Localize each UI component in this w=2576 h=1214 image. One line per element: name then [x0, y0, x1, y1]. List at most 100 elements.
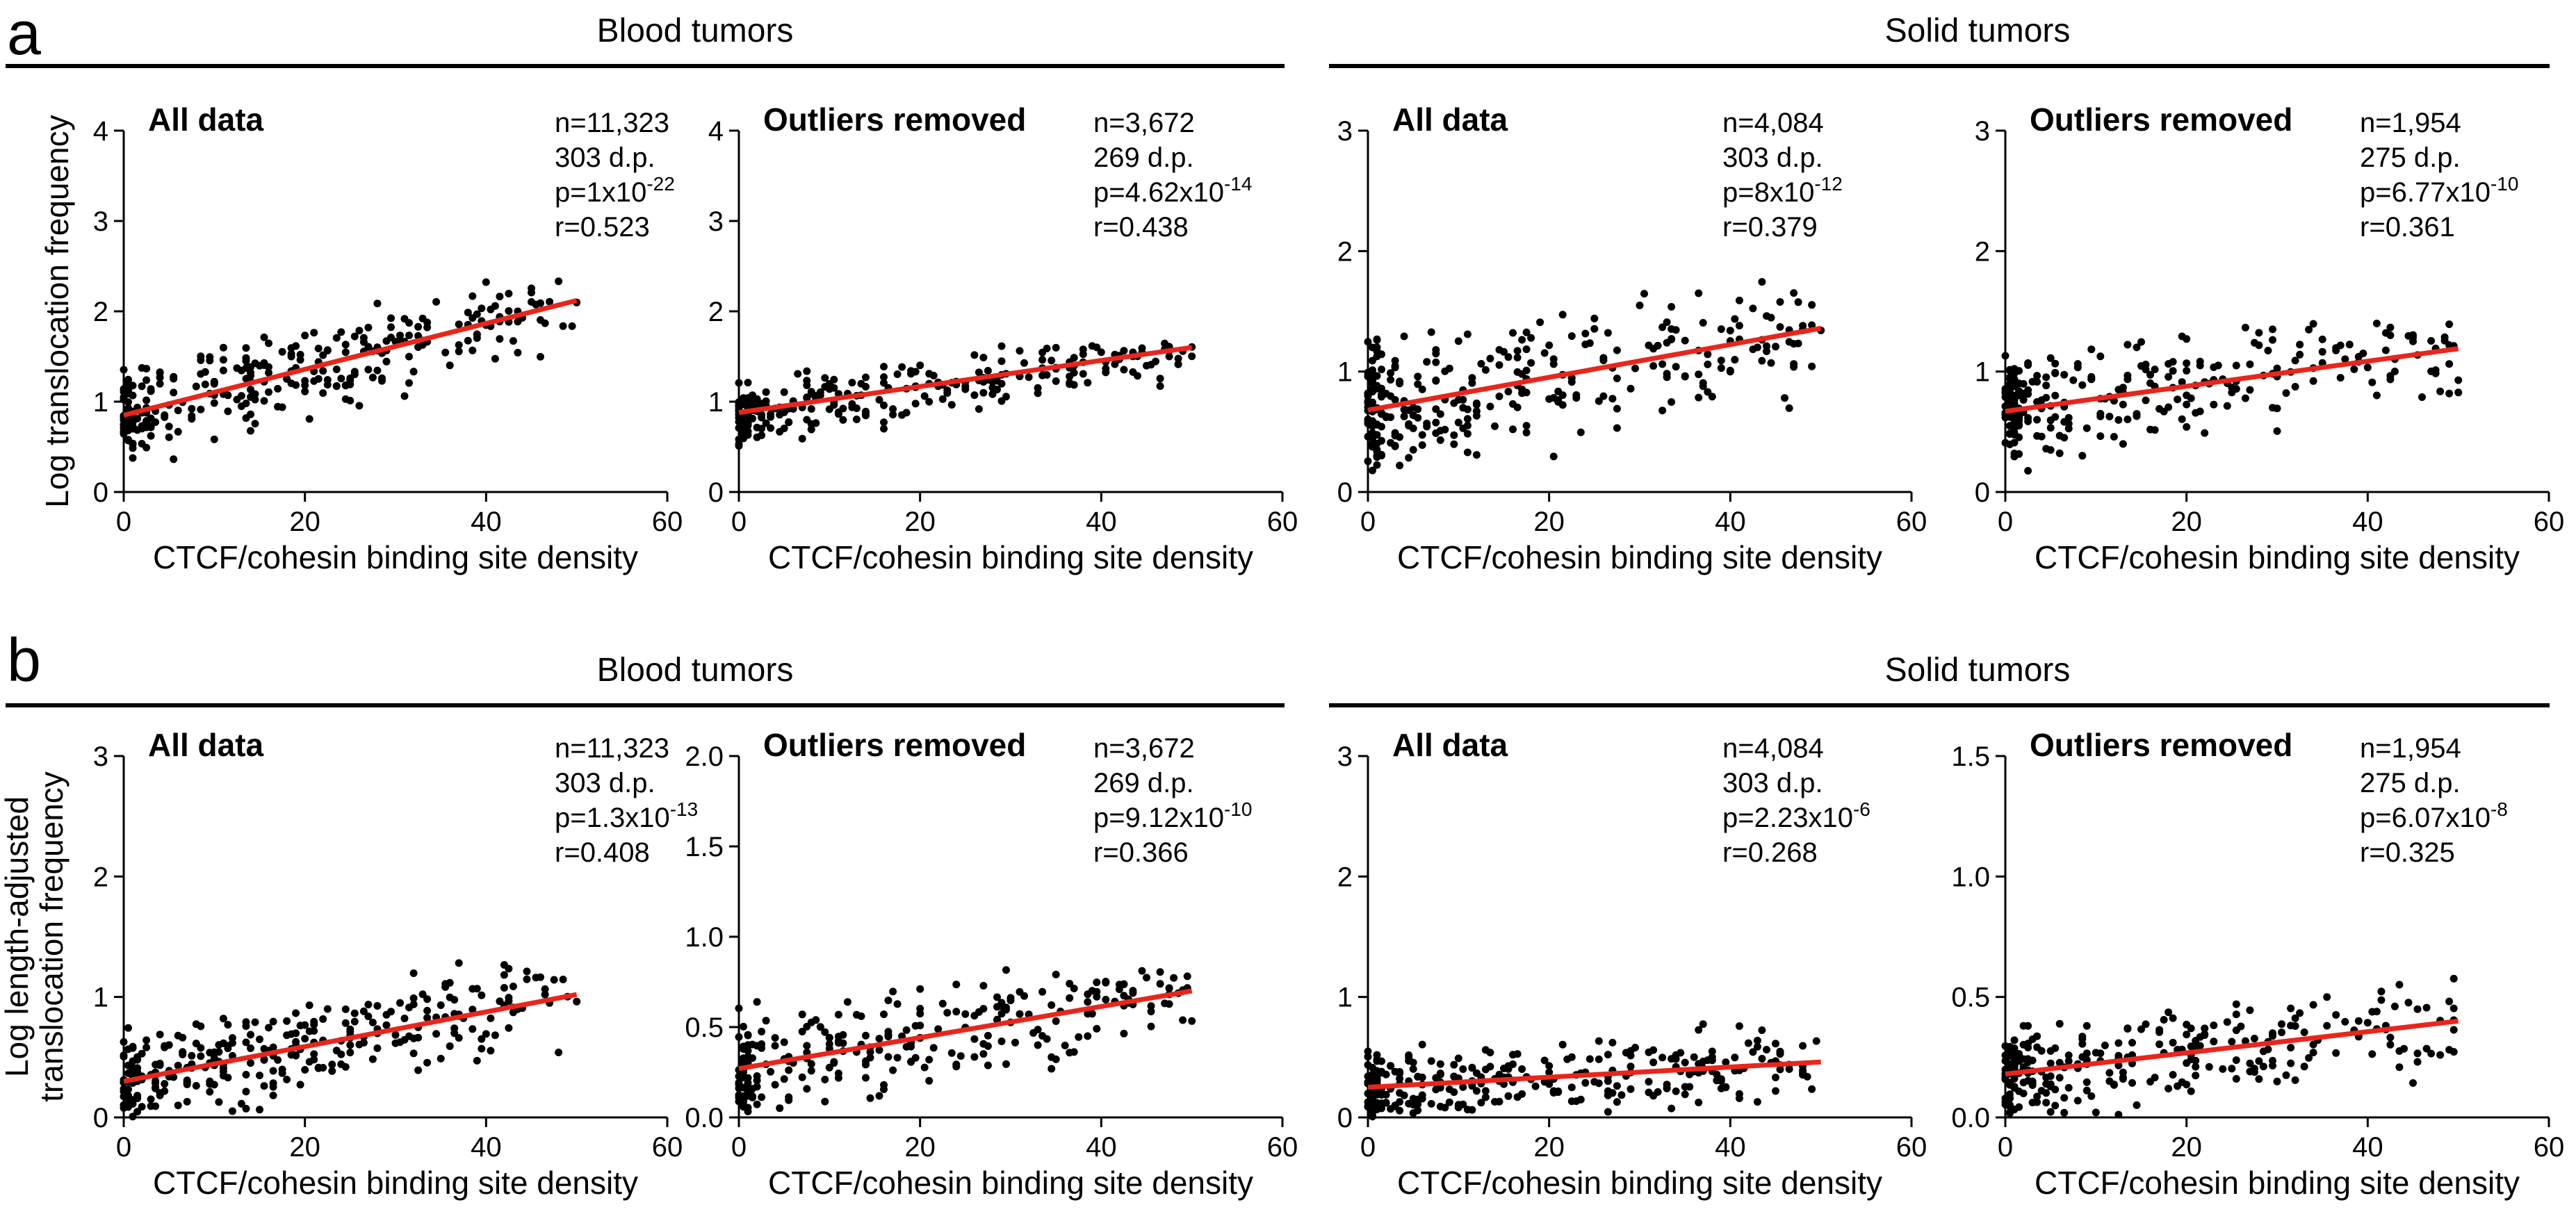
data-point [2165, 372, 2173, 381]
data-point [1364, 399, 1372, 407]
data-point [1608, 1089, 1617, 1097]
data-point [269, 1079, 277, 1088]
data-point [1509, 400, 1517, 408]
data-point [821, 374, 829, 382]
data-point [2318, 335, 2326, 343]
stat-r: r=0.361 [2360, 212, 2455, 243]
stat-p-exponent: -22 [646, 173, 674, 195]
stat-dp-suffix: d.p. [601, 142, 655, 173]
data-point [1165, 984, 1173, 992]
stat-p-prefix: p= [1093, 177, 1125, 208]
data-point [2183, 1031, 2191, 1039]
data-point [541, 319, 549, 327]
data-point [2133, 412, 2141, 420]
data-point [455, 341, 463, 349]
data-point [505, 1024, 513, 1032]
data-point [500, 984, 508, 992]
data-point [2296, 350, 2304, 359]
stat-p-exponent: -14 [1224, 173, 1252, 195]
data-point [2092, 1108, 2100, 1117]
y-tick-label: 2 [1337, 236, 1353, 267]
data-point [780, 388, 788, 396]
data-point [1463, 415, 1472, 423]
y-tick-label: 0 [1975, 477, 1990, 508]
data-point [1668, 335, 1676, 343]
stat-n: n=1,954 [2360, 108, 2461, 138]
data-point [2445, 389, 2454, 397]
data-point [1504, 1065, 1513, 1073]
data-point [2046, 424, 2055, 432]
stat-p-exponent: -10 [2491, 173, 2518, 195]
data-point [242, 1088, 250, 1096]
panel-title: All data [1392, 101, 1508, 138]
data-point [1102, 368, 1110, 377]
data-point [2015, 420, 2023, 429]
x-tick-label: 40 [2352, 507, 2383, 537]
data-point [1522, 429, 1531, 436]
data-point [2246, 1006, 2254, 1015]
data-point [1518, 1065, 1526, 1073]
data-point [2169, 1038, 2177, 1047]
data-point [2006, 1108, 2014, 1117]
x-axis-label: CTCF/cohesin binding site density [2035, 539, 2520, 575]
data-point [1414, 405, 1422, 413]
data-point [1581, 341, 1590, 349]
data-point [1781, 394, 1788, 402]
data-point [1179, 1016, 1187, 1024]
data-point [1093, 987, 1101, 996]
data-point [920, 392, 929, 400]
data-point [537, 352, 544, 361]
data-point [1418, 385, 1426, 393]
data-point [1396, 1106, 1404, 1115]
data-point [1481, 1065, 1490, 1074]
data-point [997, 379, 1006, 388]
data-point [1002, 1006, 1010, 1014]
data-point [2033, 372, 2041, 380]
data-point [1472, 1087, 1481, 1095]
data-point [1763, 342, 1770, 350]
data-points [735, 339, 1196, 450]
data-point [1695, 289, 1703, 297]
data-point [1052, 970, 1060, 978]
data-point [1663, 1081, 1671, 1089]
data-point [409, 1000, 418, 1008]
data-point [1396, 1098, 1404, 1106]
data-point [341, 1005, 350, 1013]
data-point [491, 354, 499, 363]
data-point [1002, 1060, 1010, 1068]
data-point [260, 397, 268, 405]
data-point [1540, 1056, 1549, 1065]
data-point [1472, 451, 1481, 459]
data-point [1156, 968, 1164, 976]
data-point [323, 1005, 332, 1013]
data-point [2291, 1014, 2299, 1022]
data-point [1645, 1078, 1653, 1086]
data-point [1785, 404, 1793, 412]
data-point [2042, 1099, 2051, 1107]
data-point [893, 1053, 902, 1062]
data-point [373, 300, 382, 308]
data-point [156, 1031, 164, 1039]
data-point [1463, 429, 1472, 438]
data-point [1093, 1024, 1101, 1033]
stat-r-value: 0.366 [1119, 837, 1189, 868]
data-point [260, 333, 268, 341]
data-point [350, 332, 359, 341]
data-point [174, 427, 182, 436]
data-point [346, 1041, 354, 1049]
data-point [2128, 1039, 2136, 1047]
data-point [2336, 374, 2345, 382]
data-point [1047, 1053, 1056, 1061]
data-point [301, 377, 309, 385]
data-point [1373, 461, 1381, 469]
data-point [301, 1035, 309, 1043]
data-point [350, 370, 359, 379]
data-point [2372, 1008, 2381, 1016]
data-point [2046, 1059, 2055, 1067]
data-point [219, 1015, 227, 1023]
data-point [1509, 1051, 1517, 1059]
data-point [1052, 377, 1060, 385]
data-point [1799, 1069, 1807, 1077]
x-tick-label: 60 [1267, 1132, 1298, 1163]
data-point [2228, 1065, 2236, 1073]
